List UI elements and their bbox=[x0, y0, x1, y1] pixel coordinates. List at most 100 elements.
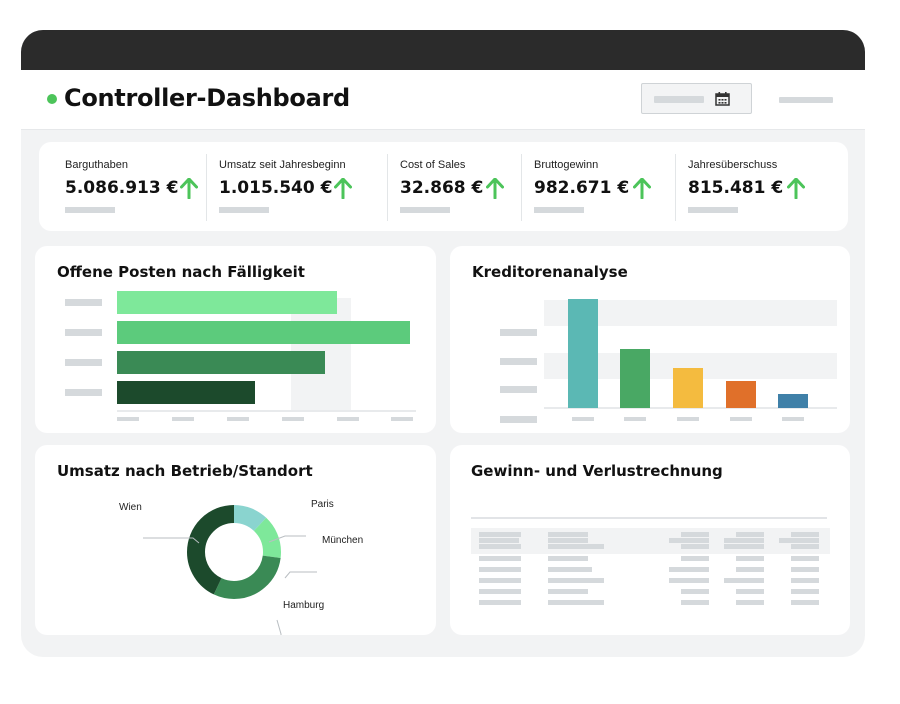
table-header-cell-placeholder bbox=[548, 538, 588, 543]
bar bbox=[778, 394, 808, 408]
arrow-up-icon bbox=[486, 178, 504, 199]
kpi-value: 32.868 € bbox=[400, 178, 484, 198]
table-cell-placeholder bbox=[548, 556, 588, 561]
tick-label-placeholder bbox=[282, 417, 304, 421]
creditors-card: Kreditorenanalyse bbox=[450, 246, 850, 433]
donut-segment bbox=[187, 505, 281, 599]
table-cell-placeholder bbox=[736, 556, 764, 561]
calendar-icon bbox=[715, 92, 730, 106]
donut-label-hamburg: Hamburg bbox=[283, 600, 325, 611]
arrow-up-icon bbox=[633, 178, 651, 199]
table-header-row bbox=[471, 528, 830, 554]
y-label-placeholder bbox=[500, 329, 537, 336]
table-cell-placeholder bbox=[736, 600, 764, 605]
pnl-card: Gewinn- und Verlustrechnung bbox=[450, 445, 850, 635]
category-label-placeholder bbox=[65, 389, 102, 396]
table-cell-placeholder bbox=[736, 589, 764, 594]
table-cell-placeholder bbox=[736, 567, 764, 572]
bar bbox=[568, 299, 598, 408]
creditors-chart bbox=[500, 299, 837, 423]
table-cell-placeholder bbox=[791, 544, 819, 549]
category-label-placeholder bbox=[65, 359, 102, 366]
leader-line bbox=[143, 537, 200, 544]
kpi-sparkline-placeholder bbox=[400, 207, 450, 213]
card-title: Offene Posten nach Fälligkeit bbox=[57, 263, 305, 281]
table-cell-placeholder bbox=[724, 544, 764, 549]
leader-line bbox=[276, 619, 282, 635]
tick-label-placeholder bbox=[172, 417, 194, 421]
y-label-placeholder bbox=[500, 416, 537, 423]
table-cell-placeholder bbox=[548, 600, 604, 605]
y-label-placeholder bbox=[500, 358, 537, 365]
kpi-label: Barguthaben bbox=[65, 159, 128, 171]
leader-line bbox=[284, 571, 317, 579]
table-cell-placeholder bbox=[479, 589, 521, 594]
table-cell-placeholder bbox=[479, 556, 521, 561]
card-title: Kreditorenanalyse bbox=[472, 263, 628, 281]
donut-label-muenchen: München bbox=[322, 535, 364, 546]
table-cell-placeholder bbox=[669, 578, 709, 583]
table-cell-placeholder bbox=[669, 567, 709, 572]
table-cell-placeholder bbox=[681, 556, 709, 561]
kpi-sparkline-placeholder bbox=[219, 207, 269, 213]
leader-line bbox=[268, 535, 306, 543]
tick-label-placeholder bbox=[624, 417, 646, 421]
card-title: Umsatz nach Betrieb/Standort bbox=[57, 462, 313, 480]
table-cell-placeholder bbox=[548, 544, 604, 549]
open-items-chart bbox=[65, 291, 416, 421]
page-header: Controller-Dashboard bbox=[21, 70, 865, 130]
table-cell-placeholder bbox=[681, 544, 709, 549]
revenue-by-site-card: Umsatz nach Betrieb/Standort Wien Paris … bbox=[35, 445, 436, 635]
table-cell-placeholder bbox=[681, 600, 709, 605]
table-cell-placeholder bbox=[791, 567, 819, 572]
tick-label-placeholder bbox=[337, 417, 359, 421]
table-cell-placeholder bbox=[479, 578, 521, 583]
date-range-picker[interactable] bbox=[641, 83, 752, 114]
table-cell-placeholder bbox=[548, 578, 604, 583]
kpi-divider bbox=[521, 154, 522, 221]
table-cell-placeholder bbox=[791, 600, 819, 605]
table-cell-placeholder bbox=[548, 532, 588, 537]
kpi-sparkline-placeholder bbox=[65, 207, 115, 213]
kpi-sparkline-placeholder bbox=[688, 207, 738, 213]
bar bbox=[673, 368, 703, 408]
table-cell-placeholder bbox=[479, 544, 521, 549]
table-cell-placeholder bbox=[479, 600, 521, 605]
table-cell-placeholder bbox=[681, 532, 709, 537]
kpi-value: 5.086.913 € bbox=[65, 178, 179, 198]
tick-label-placeholder bbox=[677, 417, 699, 421]
table-cell-placeholder bbox=[724, 578, 764, 583]
donut-segment bbox=[187, 505, 281, 599]
date-range-placeholder bbox=[654, 96, 704, 103]
pnl-table bbox=[471, 517, 830, 605]
table-cell-placeholder bbox=[479, 567, 521, 572]
kpi-divider bbox=[206, 154, 207, 221]
y-label-placeholder bbox=[500, 386, 537, 393]
category-label-placeholder bbox=[65, 329, 102, 336]
tick-label-placeholder bbox=[391, 417, 413, 421]
bar bbox=[726, 381, 756, 408]
table-cell-placeholder bbox=[548, 589, 588, 594]
tick-label-placeholder bbox=[117, 417, 139, 421]
bar bbox=[117, 291, 337, 314]
arrow-up-icon bbox=[180, 178, 198, 199]
dashboard-window: Controller-Dashboard Barguthaben 5.086.9… bbox=[21, 30, 865, 657]
kpi-sparkline-placeholder bbox=[534, 207, 584, 213]
bar bbox=[117, 381, 255, 404]
kpi-value: 815.481 € bbox=[688, 178, 784, 198]
table-header-cell-placeholder bbox=[669, 538, 709, 543]
table-cell-placeholder bbox=[791, 578, 819, 583]
table-cell-placeholder bbox=[681, 589, 709, 594]
arrow-up-icon bbox=[334, 178, 352, 199]
kpi-label: Bruttogewinn bbox=[534, 159, 599, 171]
kpi-divider bbox=[675, 154, 676, 221]
category-label-placeholder bbox=[65, 299, 102, 306]
table-header-cell-placeholder bbox=[724, 538, 764, 543]
table-cell-placeholder bbox=[791, 589, 819, 594]
table-header-cell-placeholder bbox=[779, 538, 819, 543]
bar bbox=[117, 321, 410, 344]
kpi-label: Jahresüberschuss bbox=[688, 159, 778, 171]
header-menu-placeholder[interactable] bbox=[779, 97, 833, 103]
kpi-value: 1.015.540 € bbox=[219, 178, 333, 198]
arrow-up-icon bbox=[787, 178, 805, 199]
